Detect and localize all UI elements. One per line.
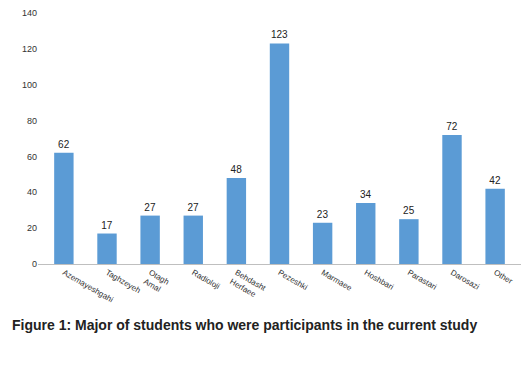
svg-text:120: 120 [22,44,37,54]
svg-text:27: 27 [187,202,199,213]
svg-text:60: 60 [27,152,37,162]
svg-text:Darosazi: Darosazi [449,268,481,292]
svg-text:100: 100 [22,80,37,90]
svg-text:72: 72 [446,121,458,132]
svg-text:80: 80 [27,116,37,126]
svg-text:Azemayeshgahi: Azemayeshgahi [61,268,115,304]
svg-text:Other: Other [492,268,514,286]
svg-text:140: 140 [22,8,37,18]
svg-text:Taghzeyeh: Taghzeyeh [104,268,142,295]
svg-text:20: 20 [27,223,37,233]
svg-text:62: 62 [58,139,70,150]
svg-text:Hoshbari: Hoshbari [363,268,395,292]
svg-text:25: 25 [403,205,415,216]
svg-text:17: 17 [101,220,113,231]
svg-text:23: 23 [317,209,329,220]
svg-text:42: 42 [489,175,501,186]
svg-text:0: 0 [32,259,37,269]
svg-text:Marmaee: Marmaee [320,268,354,293]
svg-text:34: 34 [360,189,372,200]
svg-text:BehdashtHerfaee: BehdashtHerfaee [228,268,268,302]
svg-text:123: 123 [271,29,288,40]
svg-text:Pezeshki: Pezeshki [277,268,310,292]
svg-text:48: 48 [231,164,243,175]
svg-text:Radioloji: Radioloji [190,268,221,291]
svg-text:Parastari: Parastari [406,268,438,292]
svg-text:40: 40 [27,187,37,197]
html-text:Figure 1: Major of students wh: Figure 1: Major of students who were par… [12,317,478,333]
svg-text:27: 27 [144,202,156,213]
svg-text:OtaghAmal: OtaghAmal [142,268,171,296]
